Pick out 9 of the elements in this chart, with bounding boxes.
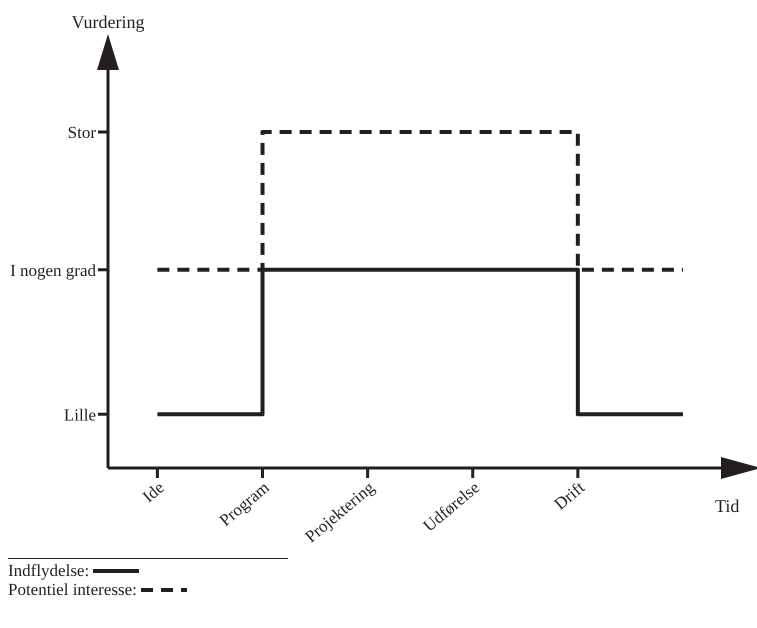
text: Stor (68, 123, 96, 142)
text: Lille (64, 405, 96, 424)
legend-label: Indflydelse: (8, 561, 90, 580)
legend-label: Potentiel interesse: (8, 580, 137, 599)
x-tick-label: Drift (550, 478, 588, 514)
text: Vurdering (70, 12, 146, 33)
x-axis-title: Tid (715, 496, 740, 517)
x-tick-label: Ide (138, 478, 168, 506)
text: I nogen grad (10, 260, 96, 280)
